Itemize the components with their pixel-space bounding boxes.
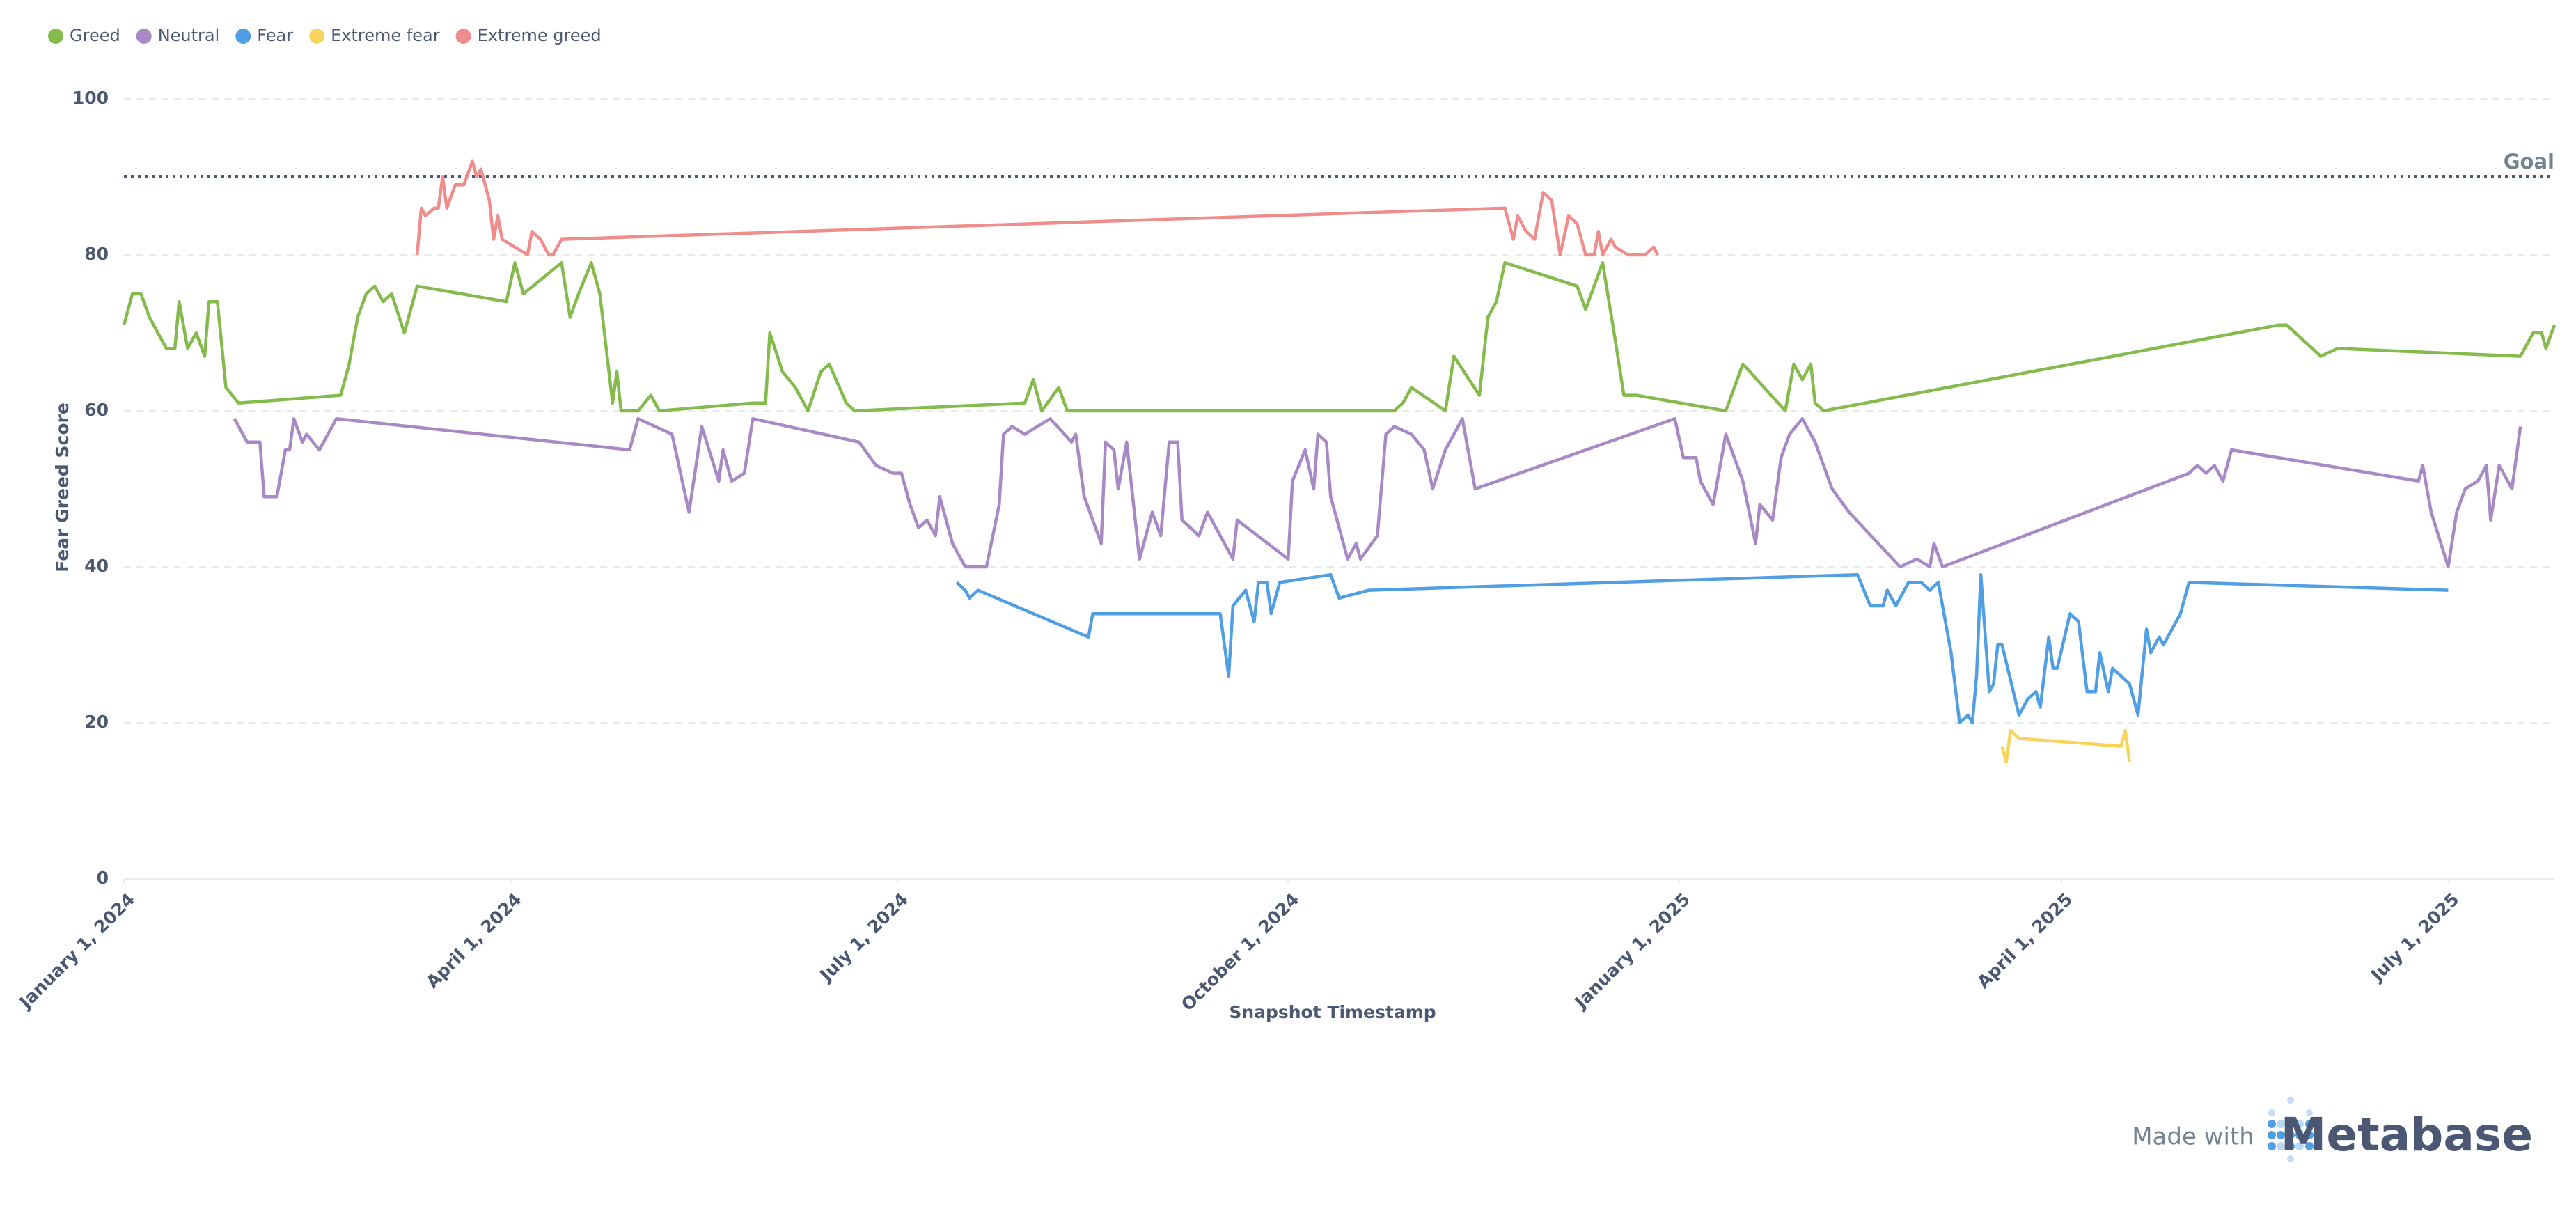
y-tick-label: 80 xyxy=(84,244,109,264)
x-tick-label: July 1, 2025 xyxy=(2366,889,2463,986)
x-tick-label: October 1, 2024 xyxy=(1177,889,1303,1015)
y-axis-label: Fear Greed Score xyxy=(52,403,72,572)
x-tick-label: January 1, 2025 xyxy=(1570,889,1694,1013)
series-line xyxy=(233,416,2522,569)
y-tick-label: 0 xyxy=(97,868,109,888)
legend-swatch xyxy=(136,29,152,44)
legend-swatch xyxy=(455,29,471,44)
brand: Metabase xyxy=(2281,1108,2533,1162)
y-tick-label: 40 xyxy=(84,556,109,576)
legend-swatch xyxy=(48,29,63,44)
y-tick-label: 20 xyxy=(84,712,109,732)
series-line xyxy=(415,159,1660,257)
x-axis-label: Snapshot Timestamp xyxy=(1229,1002,1436,1022)
y-tick-label: 60 xyxy=(84,400,109,420)
legend-label: Neutral xyxy=(158,26,220,45)
x-tick-label: January 1, 2024 xyxy=(15,889,139,1013)
metabase-logo xyxy=(2268,1097,2314,1162)
x-tick-label: April 1, 2025 xyxy=(1973,889,2076,992)
x-tick-label: April 1, 2024 xyxy=(422,889,525,992)
legend: Greed Neutral Fear Extreme fear Extreme gree… xyxy=(48,26,602,45)
legend-label: Greed xyxy=(70,26,120,45)
y-tick-label: 100 xyxy=(72,88,109,108)
goal-label: Goal xyxy=(2504,150,2554,173)
legend-swatch xyxy=(235,29,251,44)
made-with: Made with xyxy=(2132,1123,2254,1151)
legend-label: Extreme greed xyxy=(478,26,602,45)
x-tick-label: July 1, 2024 xyxy=(815,889,912,986)
legend-swatch xyxy=(309,29,325,44)
series-line xyxy=(2000,728,2131,764)
legend-label: Extreme fear xyxy=(331,26,440,45)
series-line xyxy=(122,260,2557,413)
legend-label: Fear xyxy=(257,26,293,45)
series-line xyxy=(955,572,2449,725)
